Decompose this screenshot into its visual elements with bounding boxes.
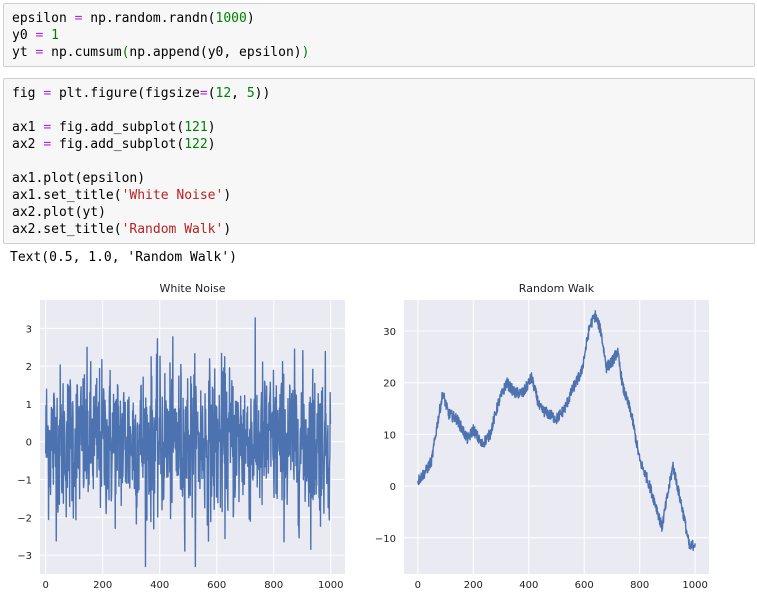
chart-title: White Noise — [160, 282, 226, 295]
code-line: ax2.set_title('Random Walk') — [12, 222, 232, 237]
x-tick-label: 1000 — [682, 580, 707, 591]
blank-line — [12, 102, 746, 119]
x-tick-label: 600 — [575, 580, 594, 591]
x-tick-label: 400 — [150, 580, 169, 591]
x-tick-label: 800 — [264, 580, 283, 591]
y-tick-label: 10 — [383, 430, 396, 441]
y-tick-label: 30 — [383, 327, 396, 338]
y-tick-label: 2 — [26, 362, 32, 373]
y-tick-label: −2 — [17, 513, 32, 524]
x-tick-label: 200 — [93, 580, 112, 591]
code-line: y0 = 1 — [12, 28, 59, 43]
x-tick-label: 0 — [415, 580, 421, 591]
y-tick-label: 3 — [26, 324, 32, 335]
x-tick-label: 600 — [207, 580, 226, 591]
x-tick-label: 800 — [630, 580, 649, 591]
chart-title: Random Walk — [519, 282, 595, 295]
code-line: epsilon = np.random.randn(1000) — [12, 11, 255, 26]
series-line — [45, 317, 332, 568]
y-tick-label: 0 — [390, 482, 396, 493]
cell-output-text: Text(0.5, 1.0, 'Random Walk') — [10, 250, 237, 265]
y-tick-label: 20 — [383, 379, 396, 390]
y-tick-label: −1 — [17, 476, 32, 487]
y-tick-label: 1 — [26, 400, 32, 411]
code-cell-1[interactable]: epsilon = np.random.randn(1000) y0 = 1 y… — [3, 3, 755, 67]
x-tick-label: 200 — [464, 580, 483, 591]
code-line: ax2.plot(yt) — [12, 205, 106, 220]
x-tick-label: 1000 — [318, 580, 343, 591]
y-tick-label: −3 — [17, 551, 32, 562]
y-tick-label: 0 — [26, 438, 32, 449]
y-tick-label: −10 — [375, 534, 396, 545]
plot-area — [404, 300, 709, 574]
code-line: ax2 = fig.add_subplot(122) — [12, 137, 216, 152]
series-line — [417, 310, 696, 552]
code-cell-2[interactable]: fig = plt.figure(figsize=(12, 5)) ax1 = … — [3, 78, 755, 244]
code-line: ax1.plot(epsilon) — [12, 171, 146, 186]
x-tick-label: 400 — [519, 580, 538, 591]
code-line: ax1 = fig.add_subplot(121) — [12, 120, 216, 135]
code-line: fig = plt.figure(figsize=(12, 5)) — [12, 86, 271, 101]
blank-line — [12, 153, 746, 170]
code-line: yt = np.cumsum(np.append(y0, epsilon)) — [12, 45, 310, 60]
x-tick-label: 0 — [43, 580, 49, 591]
code-line: ax1.set_title('White Noise') — [12, 188, 232, 203]
